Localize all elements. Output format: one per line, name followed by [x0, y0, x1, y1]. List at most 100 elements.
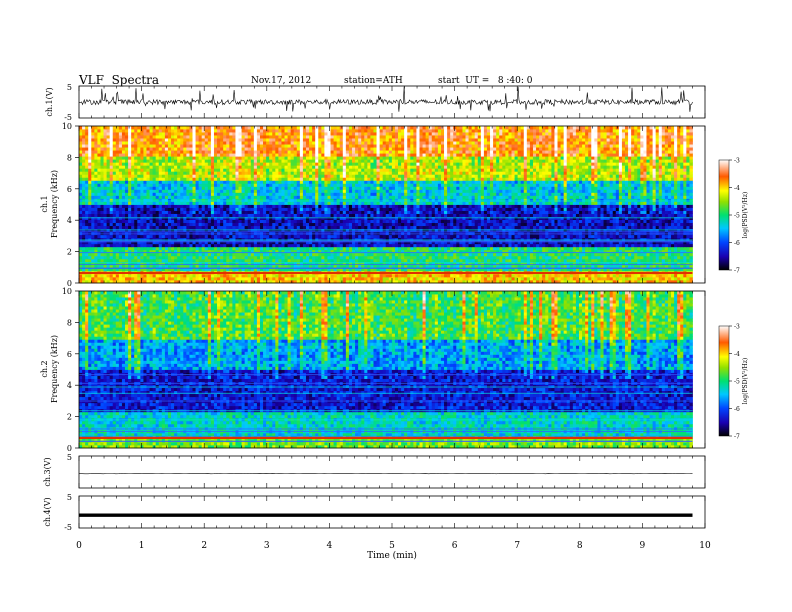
spectrogram-cell [352, 237, 356, 242]
spectrogram-cell [578, 264, 583, 269]
spectrogram-cell [155, 225, 160, 230]
spectrogram-cell [309, 267, 313, 272]
spectrogram-cell [266, 276, 270, 281]
spectrogram-cell [293, 240, 298, 245]
spectrogram-cell [680, 237, 684, 242]
spectrogram-cell [440, 234, 445, 239]
spectrogram-cell [683, 237, 687, 242]
spectrogram-cell [226, 276, 230, 281]
spectrogram-cell [532, 273, 537, 278]
spectrogram-cell [131, 276, 135, 281]
spectrogram-cell [652, 216, 657, 220]
spectrogram-cell [597, 222, 601, 227]
spectrogram-cell [444, 228, 448, 233]
spectrogram-cell [652, 219, 657, 224]
spectrogram-cell [217, 243, 221, 248]
spectrogram-cell [336, 267, 341, 272]
spectrogram-cell [398, 261, 402, 266]
spectrogram-cell [79, 222, 83, 227]
spectrogram-cell [330, 216, 334, 220]
spectrogram-cell [447, 279, 451, 284]
spectrogram-cell [118, 267, 123, 272]
spectrogram-cell [189, 237, 193, 242]
spectrogram-cell [462, 249, 466, 254]
spectrogram-cell [523, 249, 528, 254]
spectrogram-cell [591, 219, 595, 224]
spectrogram-cell [474, 252, 479, 257]
spectrogram-cell [232, 255, 236, 260]
spectrogram-cell [471, 273, 476, 278]
spectrogram-cell [388, 252, 393, 257]
spectrogram-cell [631, 225, 635, 230]
spectrogram-cell [661, 246, 666, 251]
spectrogram-cell [407, 279, 411, 284]
spectrogram-cell [183, 276, 187, 281]
spectrogram-cell [680, 213, 684, 217]
spectrogram-cell [526, 252, 531, 257]
spectrogram-cell [453, 231, 457, 236]
spectrogram-cell [637, 222, 641, 227]
spectrogram-cell [474, 243, 479, 248]
spectrogram-cell [520, 228, 525, 233]
spectrogram-cell [192, 243, 196, 248]
spectrogram-cell [615, 261, 620, 266]
spectrogram-cell [94, 213, 98, 217]
spectrogram-cell [526, 255, 531, 260]
spectrogram-cell [582, 219, 586, 224]
spectrogram-cell [364, 213, 368, 217]
spectrogram-cell [444, 225, 448, 230]
spectrogram-cell [275, 210, 279, 214]
spectrogram-cell [253, 264, 258, 269]
spectrogram-cell [677, 249, 681, 254]
spectrogram-cell [85, 246, 89, 251]
spectrogram-cell [161, 222, 166, 227]
spectrogram-cell [186, 231, 190, 236]
spectrogram-cell [352, 225, 356, 230]
spectrogram-cell [585, 249, 589, 254]
spectrogram-cell [361, 213, 365, 217]
spectrogram-cell [370, 228, 374, 233]
spectrogram-cell [259, 210, 264, 214]
spectrogram-cell [517, 249, 522, 254]
spectrogram-cell [560, 240, 565, 245]
spectrogram-cell [600, 252, 604, 257]
spectrogram-cell [609, 264, 614, 269]
spectrogram-cell [180, 249, 184, 254]
spectrogram-cell [532, 216, 537, 220]
spectrogram-cell [545, 210, 549, 214]
spectrogram-cell [465, 240, 469, 245]
spectrogram-cell [640, 225, 644, 230]
spectrogram-cell [640, 261, 644, 266]
spectrogram-cell [155, 207, 160, 211]
spectrogram-cell [358, 222, 362, 227]
spectrogram-cell [566, 228, 571, 233]
spectrogram-cell [232, 216, 236, 220]
spectrogram-cell [425, 222, 430, 227]
spectrogram-cell [536, 210, 540, 214]
spectrogram-cell [198, 246, 203, 251]
spectrogram-cell [520, 273, 525, 278]
spectrogram-cell [143, 213, 147, 217]
spectrogram-cell [594, 207, 598, 211]
spectrogram-cell [204, 237, 209, 242]
spectrogram-cell [493, 249, 497, 254]
spectrogram-cell [471, 267, 476, 272]
spectrogram-cell [158, 252, 163, 257]
spectrogram-cell [456, 228, 460, 233]
spectrogram-cell [674, 237, 678, 242]
spectrogram-cell [456, 234, 460, 239]
spectrogram-cell [88, 240, 92, 245]
spectrogram-cell [238, 231, 242, 236]
spectrogram-cell [582, 240, 586, 245]
spectrogram-cell [588, 243, 592, 248]
spectrogram-cell [419, 222, 423, 227]
spectrogram-cell [456, 276, 460, 281]
spectrogram-cell [134, 273, 138, 278]
spectrogram-cell [625, 267, 629, 272]
spectrogram-cell [615, 219, 620, 224]
spectrogram-cell [618, 225, 623, 230]
spectrogram-cell [637, 210, 641, 214]
spectrogram-cell [367, 210, 371, 214]
spectrogram-cell [385, 246, 390, 251]
spectrogram-cell [180, 261, 184, 266]
